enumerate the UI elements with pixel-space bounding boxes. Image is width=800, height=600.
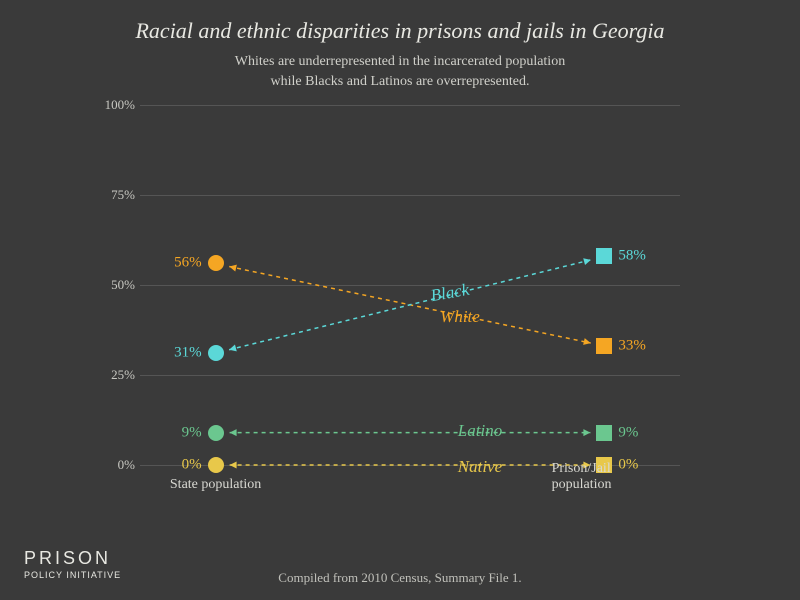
x-category-label: Prison/Jail population	[552, 461, 658, 493]
value-label-left: 0%	[182, 457, 202, 474]
gridline	[140, 195, 680, 196]
series-label: White	[440, 307, 480, 327]
value-label-right: 9%	[618, 424, 638, 441]
marker-square	[596, 425, 612, 441]
marker-circle	[208, 255, 224, 271]
value-label-right: 33%	[618, 338, 646, 355]
x-category-label: State population	[170, 477, 261, 493]
slope-chart: 56% 33% White 31% 58% Black 9% 9% Latino 0% 0% Nati…	[90, 105, 710, 505]
value-label-left: 56%	[174, 255, 202, 272]
gridline	[140, 105, 680, 106]
marker-square	[596, 338, 612, 354]
value-label-right: 58%	[618, 248, 646, 265]
marker-circle	[208, 345, 224, 361]
marker-square	[596, 248, 612, 264]
value-label-left: 31%	[174, 345, 202, 362]
gridline	[140, 375, 680, 376]
series-label: Black	[429, 280, 471, 306]
marker-circle	[208, 457, 224, 473]
marker-circle	[208, 425, 224, 441]
logo: PRISON POLICY INITIATIVE	[24, 548, 121, 580]
page-subtitle: Whites are underrepresented in the incar…	[0, 52, 800, 91]
value-label-left: 9%	[182, 424, 202, 441]
subtitle-line2: while Blacks and Latinos are overreprese…	[271, 74, 530, 89]
subtitle-line1: Whites are underrepresented in the incar…	[235, 54, 565, 69]
y-tick-label: 100%	[95, 97, 135, 113]
series-label: Native	[458, 457, 502, 477]
series-label: Latino	[458, 421, 502, 441]
logo-main: PRISON	[24, 548, 121, 569]
y-tick-label: 50%	[95, 277, 135, 293]
y-tick-label: 25%	[95, 367, 135, 383]
y-tick-label: 0%	[95, 457, 135, 473]
logo-sub: POLICY INITIATIVE	[24, 570, 121, 580]
plot-area: 56%33%White31%58%Black9%9%Latino0%0%Nati…	[140, 105, 680, 465]
gridline	[140, 285, 680, 286]
page-title: Racial and ethnic disparities in prisons…	[0, 0, 800, 44]
y-tick-label: 75%	[95, 187, 135, 203]
